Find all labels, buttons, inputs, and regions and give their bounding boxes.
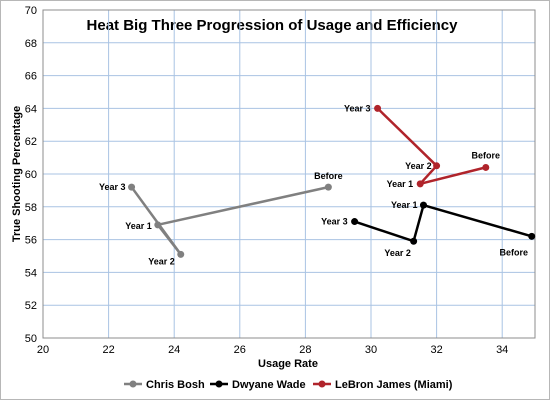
point-label: Before [314,171,343,181]
series-line [354,203,533,243]
legend-marker [215,380,223,388]
data-point [374,104,382,112]
x-tick-label: 34 [496,344,508,356]
plot-area-border [42,9,536,339]
legend-label: Dwyane Wade [232,379,306,391]
legend-marker [318,380,326,388]
point-label: Year 2 [148,256,175,266]
data-point [177,250,185,258]
y-tick-label: 64 [25,103,37,115]
data-point [410,237,418,245]
point-label: Before [472,150,501,160]
chart-title: Heat Big Three Progression of Usage and … [87,17,459,34]
x-tick-label: 28 [299,344,311,356]
point-label: Year 1 [391,200,418,210]
point-label: Year 2 [405,161,432,171]
series-lebron-james-miami: Before Year 1 Year 2 Year 3 [344,103,500,188]
x-tick-label: 20 [37,344,49,356]
y-tick-label: 60 [25,169,37,181]
series-line [130,185,329,256]
x-tick-label: 24 [168,344,180,356]
data-point [528,232,536,240]
x-axis-label: Usage Rate [258,358,318,370]
y-tick-label: 58 [25,202,37,214]
legend-label: LeBron James (Miami) [335,379,453,391]
y-axis-ticks: 50 52 54 56 58 60 62 64 66 68 70 [25,5,37,345]
x-tick-label: 26 [234,344,246,356]
data-point [154,221,162,229]
x-tick-label: 32 [430,344,442,356]
legend-item: Chris Bosh [124,379,205,391]
data-point [324,183,332,191]
point-label: Year 1 [387,179,414,189]
data-point [416,180,424,188]
legend-label: Chris Bosh [146,379,205,391]
y-tick-label: 50 [25,333,37,345]
y-tick-label: 52 [25,300,37,312]
point-label: Year 3 [321,217,348,227]
y-tick-label: 68 [25,38,37,50]
data-point [351,218,359,226]
point-label: Year 3 [99,182,126,192]
series-dwyane-wade: Before Year 1 Year 2 Year 3 [321,200,536,258]
data-point [419,201,427,209]
data-point [482,163,490,171]
y-axis-label: True Shooting Percentage [11,106,23,242]
y-tick-label: 62 [25,136,37,148]
point-label: Year 2 [384,248,411,258]
x-axis-ticks: 20 22 24 26 28 30 32 34 [37,344,508,356]
point-label: Year 3 [344,103,371,113]
y-tick-label: 66 [25,71,37,83]
series-line [376,107,487,186]
data-point [433,162,441,170]
legend-item: LeBron James (Miami) [313,379,453,391]
y-tick-label: 70 [25,5,37,17]
x-tick-label: 30 [365,344,377,356]
legend-item: Dwyane Wade [210,379,306,391]
y-tick-label: 56 [25,235,37,247]
legend: Chris Bosh Dwyane Wade LeBron James (Miami… [124,379,453,391]
series-chris-bosh: Before Year 1 Year 2 Year 3 [99,171,343,266]
data-point [128,183,136,191]
point-label: Year 1 [125,221,152,231]
x-tick-label: 22 [102,344,114,356]
legend-marker [129,380,137,388]
point-label: Before [499,247,528,257]
y-tick-label: 54 [25,267,37,279]
series-layer: Before Year 1 Year 2 Year 3 Before Year 1 Year… [99,103,536,266]
